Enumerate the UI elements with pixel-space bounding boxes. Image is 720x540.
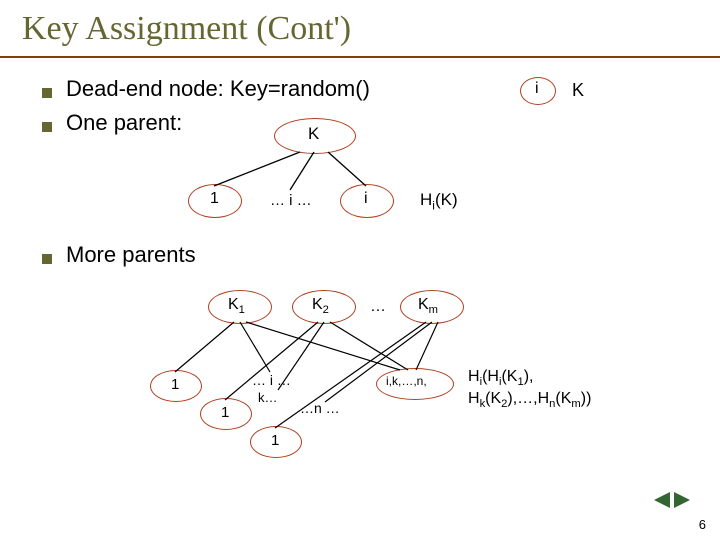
bullet-marker-1 [42, 88, 52, 98]
label-K-top-right: K [572, 80, 584, 101]
d2-tag-label: i,k,…,n, [386, 374, 427, 388]
title-underline [0, 56, 720, 58]
d2-c1-label: 1 [171, 376, 179, 393]
slide-number: 6 [699, 517, 706, 532]
d2-formula-a: Hi(Hi(K1), [468, 368, 533, 388]
d2-c2-label: … i … [252, 372, 291, 388]
d2-formula-b: Hk(K2),…,Hn(Km)) [468, 390, 591, 410]
nav-next-icon[interactable] [674, 492, 690, 508]
bullet-text-2: One parent: [66, 110, 182, 136]
d2-c4-label: …n … [300, 400, 340, 416]
d1-formula: Hi(K) [420, 190, 458, 212]
d1-child-mid: … i … [270, 192, 312, 209]
d1-child-1-label: 1 [210, 190, 219, 208]
bullet-text-1: Dead-end node: Key=random() [66, 76, 370, 102]
nav-prev-icon[interactable] [654, 492, 670, 508]
d2-c5-label: 1 [271, 432, 279, 449]
d1-parent-K: K [308, 124, 319, 144]
bullet-marker-3 [42, 254, 52, 264]
slide-title: Key Assignment (Cont') [22, 10, 351, 48]
d2-dots: … [370, 298, 386, 316]
d2-K2-label: K2 [312, 296, 329, 316]
d2-K1-label: K1 [228, 296, 245, 316]
d2-Km-label: Km [418, 296, 438, 316]
bullet-text-3: More parents [66, 242, 196, 268]
node-i-label-top-right: i [535, 80, 539, 98]
bullet-marker-2 [42, 122, 52, 132]
d2-c2b-label: k… [258, 390, 278, 405]
d2-c3-label: 1 [221, 404, 229, 421]
d1-child-i-label: i [364, 190, 368, 208]
